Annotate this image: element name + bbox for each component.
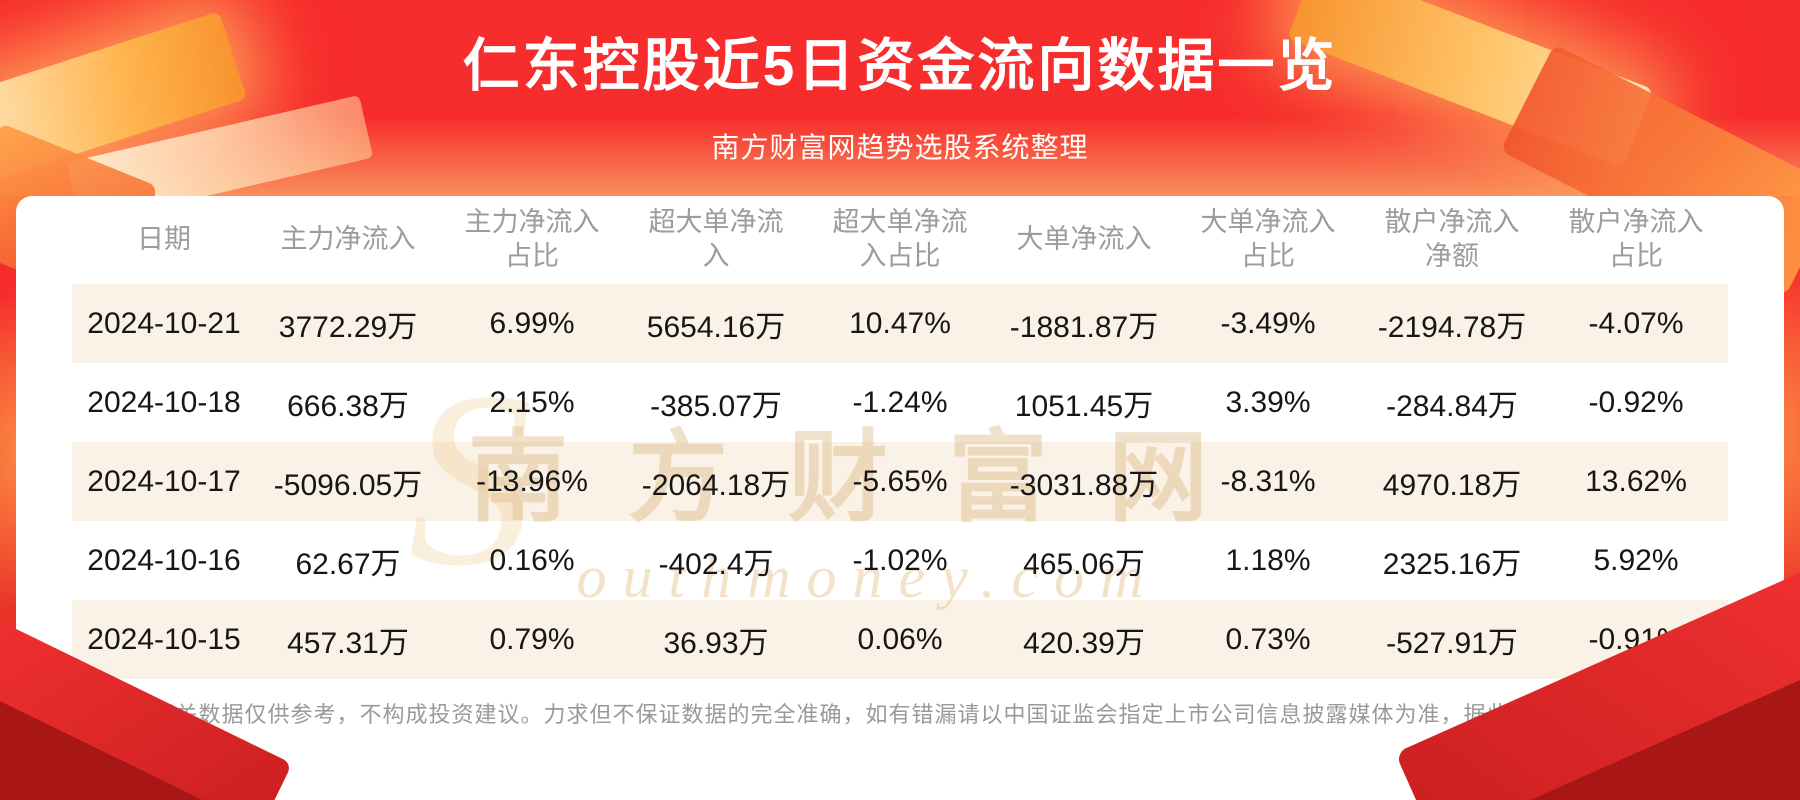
value-cell: 0.73% [1225, 622, 1311, 656]
value-cell: 0.79% [489, 622, 575, 656]
date-cell: 2024-10-18 [87, 385, 241, 419]
value-cell: 420.39万 [1023, 626, 1145, 660]
page-title: 仁东控股近5日资金流向数据一览 [462, 34, 1338, 98]
column-header: 日期 [137, 224, 191, 255]
date-cell: 2024-10-16 [87, 543, 241, 577]
value-cell: -0.92% [1588, 385, 1684, 419]
table-row: 2024-10-15 457.31万 0.79% 36.93万 0.06% 420.39万… [72, 600, 1728, 679]
fund-flow-table: 日期 主力净流入 主力净流入 占比 超大单净流 入超大单净流 入占比 大单净流入 大单净流… [72, 196, 1728, 679]
value-cell: 0.16% [489, 543, 575, 577]
value-cell: -1.24% [852, 385, 948, 419]
table-row: 2024-10-21 3772.29万 6.99% 5654.16万 10.47% -18… [72, 284, 1728, 363]
value-cell: 36.93万 [663, 626, 769, 660]
value-cell: 2325.16万 [1382, 547, 1522, 581]
value-cell: -385.07万 [650, 389, 782, 423]
value-cell: -284.84万 [1386, 389, 1518, 423]
value-cell: 0.06% [857, 622, 943, 656]
date-cell: 2024-10-21 [87, 306, 241, 340]
disclaimer-text: 本文相关数据仅供参考，不构成投资建议。力求但不保证数据的完全准确，如有错漏请以中… [106, 702, 1694, 727]
value-cell: -527.91万 [1386, 626, 1518, 660]
value-cell: -3.49% [1220, 306, 1316, 340]
column-header: 大单净流入 占比 [1200, 207, 1336, 271]
value-cell: -0.91% [1588, 622, 1684, 656]
value-cell: 13.62% [1585, 464, 1687, 498]
column-header: 散户净流入 净额 [1384, 207, 1520, 271]
data-card: S 南方财富网 outhmoney.com 日期 主力净流入 主力净流入 占比 超大单… [16, 196, 1784, 800]
column-header: 大单净流入 [1016, 224, 1152, 255]
table-row: 2024-10-18 666.38万 2.15% -385.07万 -1.24% 1051… [72, 363, 1728, 442]
value-cell: -3031.88万 [1009, 468, 1159, 502]
table-row: 2024-10-17 -5096.05万 -13.96% -2064.18万 -5.65… [72, 442, 1728, 521]
value-cell: 10.47% [849, 306, 951, 340]
value-cell: 3.39% [1225, 385, 1311, 419]
value-cell: -1881.87万 [1009, 310, 1159, 344]
value-cell: 666.38万 [287, 389, 409, 423]
value-cell: -13.96% [476, 464, 588, 498]
value-cell: -402.4万 [658, 547, 774, 581]
value-cell: 2.15% [489, 385, 575, 419]
date-cell: 2024-10-15 [87, 622, 241, 656]
column-header: 主力净流入 占比 [464, 207, 600, 271]
value-cell: 62.67万 [295, 547, 401, 581]
value-cell: 4970.18万 [1382, 468, 1522, 502]
table-header-row: 日期 主力净流入 主力净流入 占比 超大单净流 入超大单净流 入占比 大单净流入 大单净流… [72, 196, 1728, 284]
date-cell: 2024-10-17 [87, 464, 241, 498]
value-cell: 457.31万 [287, 626, 409, 660]
page-subtitle: 南方财富网趋势选股系统整理 [711, 132, 1089, 163]
value-cell: -1.02% [852, 543, 948, 577]
table-row: 2024-10-16 62.67万 0.16% -402.4万 -1.02% 465.06… [72, 521, 1728, 600]
value-cell: -2194.78万 [1377, 310, 1527, 344]
column-header: 散户净流入 占比 [1568, 207, 1704, 271]
value-cell: 5654.16万 [646, 310, 786, 344]
value-cell: 5.92% [1593, 543, 1679, 577]
value-cell: 1.18% [1225, 543, 1311, 577]
value-cell: -2064.18万 [641, 468, 791, 502]
value-cell: -4.07% [1588, 306, 1684, 340]
column-header: 主力净流入 [280, 224, 416, 255]
value-cell: -8.31% [1220, 464, 1316, 498]
value-cell: 465.06万 [1023, 547, 1145, 581]
value-cell: 6.99% [489, 306, 575, 340]
value-cell: 1051.45万 [1014, 389, 1154, 423]
value-cell: -5096.05万 [273, 468, 423, 502]
table-body: 2024-10-21 3772.29万 6.99% 5654.16万 10.47% -18… [72, 284, 1728, 679]
column-header: 超大单净流 入占比 [832, 207, 968, 271]
value-cell: -5.65% [852, 464, 948, 498]
column-header: 超大单净流 入 [648, 207, 784, 271]
value-cell: 3772.29万 [278, 310, 418, 344]
